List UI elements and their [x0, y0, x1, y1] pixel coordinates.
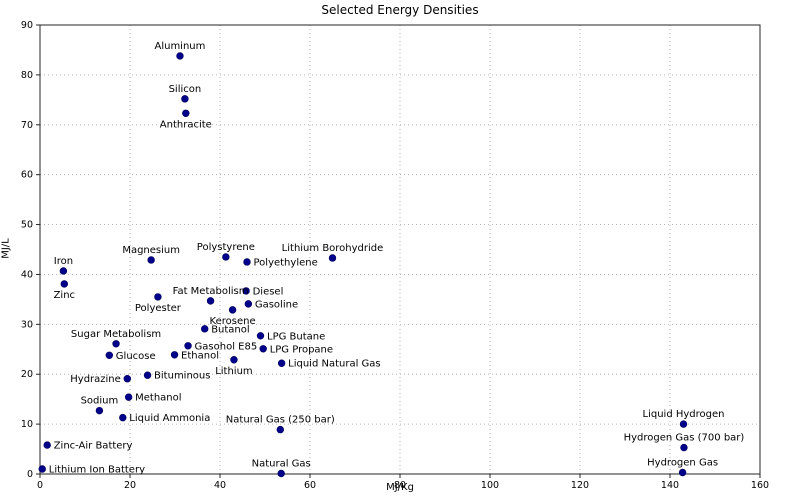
point-label-magnesium: Magnesium	[122, 245, 180, 256]
data-point-natural-gas	[277, 469, 285, 478]
data-point-liquid-ammonia	[119, 413, 127, 422]
data-point-zinc	[60, 280, 69, 288]
point-label-hydrogen-gas-700-bar: Hydrogen Gas (700 bar)	[624, 433, 745, 444]
point-label-lithium-borohydride: Lithium Borohydride	[282, 243, 384, 254]
data-point-iron	[59, 267, 68, 275]
chart-title: Selected Energy Densities	[321, 3, 479, 17]
point-label-zinc-air-battery: Zinc-Air Battery	[54, 441, 133, 452]
data-point-lpg-propane	[259, 345, 267, 353]
y-tick-label: 70	[21, 120, 33, 131]
data-point-kerosene	[228, 306, 237, 314]
point-label-hydrogen-gas: Hydrogen Gas	[647, 458, 718, 469]
y-tick-label: 10	[21, 419, 33, 430]
y-tick-label: 0	[27, 469, 33, 480]
x-tick-label: 0	[37, 480, 43, 491]
point-label-bituminous: Bituminous	[154, 371, 210, 382]
point-label-natural-gas-250-bar: Natural Gas (250 bar)	[226, 415, 335, 426]
y-tick-label: 50	[21, 220, 33, 231]
data-point-natural-gas-250-bar	[276, 425, 284, 434]
point-label-natural-gas: Natural Gas	[252, 459, 311, 470]
data-point-sugar-metabolism	[112, 340, 120, 348]
data-point-lithium	[230, 356, 238, 364]
data-point-anthracite	[182, 109, 190, 118]
point-label-sodium: Sodium	[81, 396, 119, 407]
point-label-butanol: Butanol	[211, 324, 249, 335]
x-tick-label: 60	[304, 480, 316, 491]
point-label-liquid-ammonia: Liquid Ammonia	[129, 413, 210, 424]
data-point-ethanol	[170, 351, 179, 359]
data-point-aluminum	[176, 52, 184, 60]
point-label-glucose: Glucose	[116, 351, 156, 362]
y-axis-label: MJ/L	[0, 238, 12, 259]
data-point-liquid-hydrogen	[679, 420, 688, 428]
point-label-liquid-hydrogen: Liquid Hydrogen	[643, 409, 725, 420]
data-point-butanol	[201, 325, 209, 333]
point-label-iron: Iron	[54, 256, 73, 267]
data-point-silicon	[181, 95, 189, 103]
data-point-gasoline	[244, 300, 253, 308]
data-point-glucose	[105, 351, 114, 359]
point-label-lithium: Lithium	[215, 366, 252, 377]
data-point-hydrogen-gas	[678, 468, 687, 477]
point-label-anthracite: Anthracite	[160, 119, 212, 130]
data-point-polystyrene	[222, 253, 230, 261]
point-label-aluminum: Aluminum	[154, 41, 205, 52]
data-point-sodium	[95, 406, 104, 415]
point-label-lithium-ion-battery: Lithium Ion Battery	[49, 465, 145, 476]
data-point-hydrazine	[123, 375, 132, 383]
data-point-methanol	[124, 393, 133, 401]
x-tick-label: 80	[394, 480, 406, 491]
y-tick-label: 30	[21, 319, 33, 330]
point-label-polyester: Polyester	[135, 303, 182, 314]
point-label-silicon: Silicon	[169, 84, 202, 95]
point-label-hydrazine: Hydrazine	[70, 374, 121, 385]
data-point-lithium-borohydride	[328, 254, 337, 262]
x-tick-label: 160	[751, 480, 769, 491]
data-point-zinc-air-battery	[43, 441, 51, 449]
point-label-sugar-metabolism: Sugar Metabolism	[71, 329, 161, 340]
y-tick-label: 40	[21, 269, 33, 280]
data-point-polyethylene	[243, 258, 251, 266]
data-point-lithium-ion-battery	[38, 465, 46, 473]
point-label-liquid-natural-gas: Liquid Natural Gas	[288, 359, 381, 370]
point-label-fat-metabolism: Fat Metabolism	[173, 286, 249, 297]
data-point-fat-metabolism	[206, 297, 215, 305]
y-tick-label: 90	[21, 20, 33, 31]
point-label-polystyrene: Polystyrene	[197, 242, 255, 253]
y-tick-label: 60	[21, 170, 33, 181]
data-point-polyester	[154, 293, 162, 301]
x-tick-label: 40	[214, 480, 226, 491]
data-point-gasohol-e85	[184, 342, 192, 350]
point-label-polyethylene: Polyethylene	[254, 257, 318, 268]
point-label-kerosene: Kerosene	[210, 316, 256, 327]
point-label-gasohol-e85: Gasohol E85	[195, 341, 258, 352]
data-point-diesel	[242, 287, 250, 295]
x-tick-label: 140	[661, 480, 679, 491]
x-tick-label: 120	[571, 480, 589, 491]
y-tick-label: 80	[21, 70, 33, 81]
x-tick-label: 100	[481, 480, 499, 491]
point-label-ethanol: Ethanol	[181, 350, 219, 361]
point-label-gasoline: Gasoline	[255, 299, 298, 310]
y-tick-label: 20	[21, 369, 33, 380]
data-point-bituminous	[143, 371, 152, 379]
data-point-liquid-natural-gas	[277, 359, 286, 367]
data-point-lpg-butane	[256, 332, 265, 340]
point-label-lpg-butane: LPG Butane	[267, 331, 325, 342]
point-label-zinc: Zinc	[54, 290, 75, 301]
x-tick-label: 20	[124, 480, 136, 491]
point-label-methanol: Methanol	[135, 393, 181, 404]
point-label-lpg-propane: LPG Propane	[270, 344, 333, 355]
point-label-diesel: Diesel	[253, 286, 284, 297]
data-point-magnesium	[147, 256, 155, 264]
data-point-hydrogen-gas-700-bar	[680, 443, 688, 452]
x-axis-label: MJ/Kg	[386, 482, 414, 493]
